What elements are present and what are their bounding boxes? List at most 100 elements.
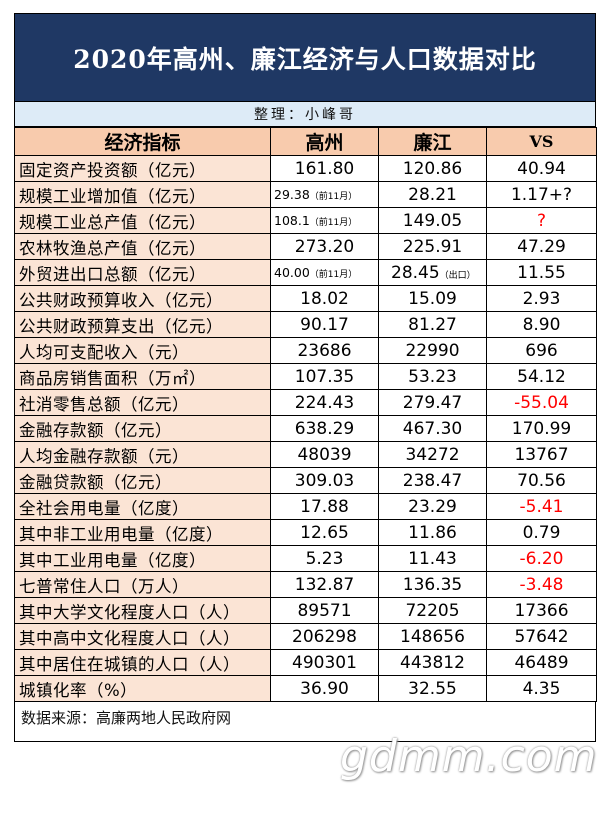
lianjiang-value-cell: 238.47: [378, 467, 487, 494]
page-title: 2020年高州、廉江经济与人口数据对比: [14, 13, 596, 102]
header-indicator: 经济指标: [14, 127, 271, 156]
table-row: 规模工业增加值（亿元） 29.38（前11月） 28.21 1.17+?: [14, 181, 597, 208]
table-row: 农林牧渔总产值（亿元） 273.20 225.91 47.29: [14, 233, 597, 260]
gaozhou-value-cell: 5.23: [270, 545, 379, 572]
table-row: 其中居住在城镇的人口（人） 490301 443812 46489: [14, 649, 597, 676]
lianjiang-value-cell: 11.86: [378, 519, 487, 546]
indicator-cell: 外贸进出口总额（亿元）: [14, 259, 271, 286]
lianjiang-value-cell: 443812: [378, 649, 487, 676]
lianjiang-value-cell: 136.35: [378, 571, 487, 598]
table-row: 规模工业总产值（亿元） 108.1（前11月） 149.05?: [14, 207, 597, 234]
table-row: 固定资产投资额（亿元） 161.80 120.86 40.94: [14, 155, 597, 182]
table-row: 其中工业用电量（亿度） 5.23 11.43 -6.20: [14, 545, 597, 572]
vs-difference-cell: 11.55: [486, 259, 597, 286]
table-row: 人均金融存款额（元） 48039 34272 13767: [14, 441, 597, 468]
gaozhou-value-cell: 224.43: [270, 389, 379, 416]
vs-difference-cell: 170.99: [486, 415, 597, 442]
lianjiang-value-cell: 28.45（出口）: [378, 259, 487, 286]
indicator-cell: 规模工业总产值（亿元）: [14, 207, 271, 234]
indicator-cell: 金融贷款额（亿元）: [14, 467, 271, 494]
header-lianjiang: 廉江: [378, 127, 487, 156]
lianjiang-value: 28.45: [391, 262, 440, 283]
vs-difference-cell: 47.29: [486, 233, 597, 260]
table-row: 其中高中文化程度人口（人） 206298 148656 57642: [14, 623, 597, 650]
lianjiang-value-cell: 23.29: [378, 493, 487, 520]
lianjiang-value-cell: 225.91: [378, 233, 487, 260]
indicator-cell: 人均金融存款额（元）: [14, 441, 271, 468]
table-row: 外贸进出口总额（亿元） 40.00（前11月） 28.45（出口） 11.55: [14, 259, 597, 286]
table-row: 城镇化率（%） 36.90 32.55 4.35: [14, 675, 597, 702]
table-row: 社消零售总额（亿元） 224.43 279.47 -55.04: [14, 389, 597, 416]
vs-difference-cell: 70.56: [486, 467, 597, 494]
watermark: gdmm.com: [340, 731, 598, 782]
table-row: 人均可支配收入（元） 23686 22990 696: [14, 337, 597, 364]
indicator-cell: 农林牧渔总产值（亿元）: [14, 233, 271, 260]
vs-difference-cell: 8.90: [486, 311, 597, 338]
vs-difference-cell: -6.20: [486, 545, 597, 572]
indicator-cell: 固定资产投资额（亿元）: [14, 155, 271, 182]
indicator-cell: 其中居住在城镇的人口（人）: [14, 649, 271, 676]
gaozhou-value-note: （前11月）: [309, 218, 358, 228]
lianjiang-value-cell: 467.30: [378, 415, 487, 442]
lianjiang-value-cell: 120.86: [378, 155, 487, 182]
vs-difference-cell: 4.35: [486, 675, 597, 702]
gaozhou-value-cell: 273.20: [270, 233, 379, 260]
gaozhou-value-cell: 36.90: [270, 675, 379, 702]
lianjiang-value-note: （出口）: [439, 270, 476, 281]
gaozhou-value-cell: 89571: [270, 597, 379, 624]
comparison-table: 经济指标 高州 廉江 VS 固定资产投资额（亿元） 161.80 120.86 40.…: [14, 127, 597, 702]
vs-difference-cell: 57642: [486, 623, 597, 650]
lianjiang-value-cell: 28.21: [378, 181, 487, 208]
lianjiang-value-cell: 15.09: [378, 285, 487, 312]
lianjiang-value-cell: 11.43: [378, 545, 487, 572]
indicator-cell: 七普常住人口（万人）: [14, 571, 271, 598]
indicator-cell: 其中非工业用电量（亿度）: [14, 519, 271, 546]
vs-difference-cell: 0.79: [486, 519, 597, 546]
data-source-note: 数据来源：高廉两地人民政府网: [14, 702, 596, 742]
table-row: 七普常住人口（万人） 132.87 136.35 -3.48: [14, 571, 597, 598]
vs-difference-cell: 13767: [486, 441, 597, 468]
vs-difference-cell: 40.94: [486, 155, 597, 182]
lianjiang-value-cell: 279.47: [378, 389, 487, 416]
indicator-cell: 金融存款额（亿元）: [14, 415, 271, 442]
vs-difference-cell: -55.04: [486, 389, 597, 416]
lianjiang-value-cell: 148656: [378, 623, 487, 650]
header-gaozhou: 高州: [270, 127, 379, 156]
gaozhou-value-cell: 490301: [270, 649, 379, 676]
indicator-cell: 其中高中文化程度人口（人）: [14, 623, 271, 650]
lianjiang-value-cell: 53.23: [378, 363, 487, 390]
vs-difference-cell: 2.93: [486, 285, 597, 312]
vs-difference-cell: -3.48: [486, 571, 597, 598]
vs-difference-cell: 46489: [486, 649, 597, 676]
table-row: 其中非工业用电量（亿度） 12.65 11.86 0.79: [14, 519, 597, 546]
gaozhou-value-cell: 18.02: [270, 285, 379, 312]
gaozhou-value: 108.1: [274, 213, 310, 228]
data-table-sheet: 2020年高州、廉江经济与人口数据对比 整理：小峰哥 经济指标 高州 廉江 VS…: [14, 13, 597, 742]
vs-difference-cell: ?: [486, 207, 597, 234]
indicator-cell: 城镇化率（%）: [14, 675, 271, 702]
gaozhou-value-cell: 17.88: [270, 493, 379, 520]
gaozhou-value-cell: 108.1（前11月）: [270, 207, 379, 234]
indicator-cell: 规模工业增加值（亿元）: [14, 181, 271, 208]
gaozhou-value-cell: 206298: [270, 623, 379, 650]
header-vs: VS: [486, 127, 597, 156]
gaozhou-value-cell: 132.87: [270, 571, 379, 598]
indicator-cell: 社消零售总额（亿元）: [14, 389, 271, 416]
table-row: 金融贷款额（亿元） 309.03 238.47 70.56: [14, 467, 597, 494]
gaozhou-value-cell: 90.17: [270, 311, 379, 338]
gaozhou-value-cell: 107.35: [270, 363, 379, 390]
table-row: 其中大学文化程度人口（人） 89571 72205 17366: [14, 597, 597, 624]
gaozhou-value: 29.38: [274, 187, 310, 202]
lianjiang-value-cell: 34272: [378, 441, 487, 468]
gaozhou-value-cell: 48039: [270, 441, 379, 468]
gaozhou-value-cell: 309.03: [270, 467, 379, 494]
lianjiang-value-cell: 22990: [378, 337, 487, 364]
table-row: 全社会用电量（亿度） 17.88 23.29 -5.41: [14, 493, 597, 520]
table-row: 商品房销售面积（万㎡） 107.35 53.23 54.12: [14, 363, 597, 390]
lianjiang-value-cell: 149.05: [378, 207, 487, 234]
table-row: 金融存款额（亿元） 638.29 467.30 170.99: [14, 415, 597, 442]
indicator-cell: 公共财政预算支出（亿元）: [14, 311, 271, 338]
vs-difference-cell: 54.12: [486, 363, 597, 390]
indicator-cell: 公共财政预算收入（亿元）: [14, 285, 271, 312]
gaozhou-value-cell: 638.29: [270, 415, 379, 442]
